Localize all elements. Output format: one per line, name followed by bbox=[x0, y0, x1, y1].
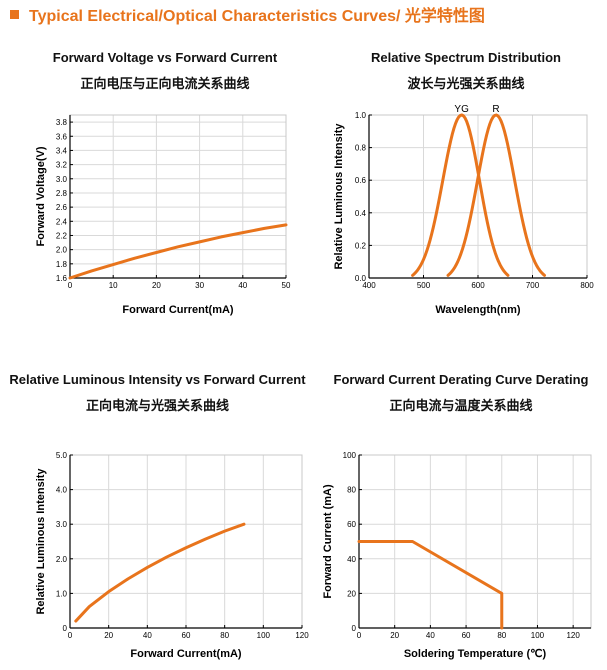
x-tick-label: 20 bbox=[152, 281, 161, 290]
x-tick-label: 700 bbox=[526, 281, 540, 290]
series-line-if-max bbox=[357, 540, 504, 630]
y-tick-label: 0.6 bbox=[355, 176, 367, 185]
y-tick-label: 0 bbox=[63, 624, 68, 633]
y-tick-label: 0.2 bbox=[355, 241, 367, 250]
y-axis-label: Relative Luminous Intensity bbox=[35, 468, 47, 615]
x-tick-label: 100 bbox=[257, 631, 271, 640]
y-tick-label: 100 bbox=[343, 451, 357, 460]
chart-plot: 0 10 20 30 40 50 1.6 1.8 2.0 2.2 2.4 2.6 2.8 3.0 3.2 3.… bbox=[35, 114, 291, 316]
section-title: Typical Electrical/Optical Characteristi… bbox=[29, 8, 485, 25]
y-tick-label: 4.0 bbox=[56, 486, 68, 495]
x-axis-label: Forward Current(mA) bbox=[130, 648, 242, 660]
x-tick-label: 100 bbox=[531, 631, 545, 640]
y-tick-label: 1.6 bbox=[56, 274, 68, 283]
y-tick-label: 2.8 bbox=[56, 189, 68, 198]
y-tick-label: 3.8 bbox=[56, 118, 68, 127]
y-tick-label: 2.2 bbox=[56, 231, 68, 240]
chart-title: Relative Luminous Intensity vs Forward C… bbox=[9, 372, 306, 387]
chart-title: Forward Voltage vs Forward Current bbox=[52, 50, 278, 65]
y-tick-label: 40 bbox=[347, 555, 356, 564]
y-tick-label: 1.0 bbox=[355, 111, 367, 120]
y-axis-label: Forward Voltage(V) bbox=[35, 146, 47, 246]
plot-frame bbox=[69, 114, 287, 279]
y-tick-label: 80 bbox=[347, 486, 356, 495]
y-tick-label: 2.0 bbox=[56, 555, 68, 564]
chart-plot: 0 20 40 60 80 100 120 0 1.0 2.0 3.0 4.0 5.0 Forward C… bbox=[35, 451, 309, 660]
peak-annotation: YG bbox=[454, 104, 469, 115]
x-tick-label: 0 bbox=[357, 631, 362, 640]
chart-subtitle: 正向电流与光强关系曲线 bbox=[85, 398, 229, 413]
x-tick-label: 30 bbox=[195, 281, 204, 290]
y-tick-label: 2.6 bbox=[56, 203, 68, 212]
x-tick-label: 60 bbox=[462, 631, 471, 640]
chart-title: Relative Spectrum Distribution bbox=[371, 50, 561, 65]
chart-plot: 400 500 600 700 800 0.0 0.2 0.4 0.6 0.8 1.0 Wavelen… bbox=[333, 104, 594, 316]
x-tick-label: 80 bbox=[220, 631, 229, 640]
x-tick-label: 50 bbox=[282, 281, 291, 290]
x-axis-label: Soldering Temperature (℃) bbox=[404, 648, 547, 660]
y-axis-label: Forward Current (mA) bbox=[322, 484, 334, 599]
x-tick-label: 80 bbox=[497, 631, 506, 640]
chart-subtitle: 波长与光强关系曲线 bbox=[407, 76, 525, 91]
chart-subtitle: 正向电流与温度关系曲线 bbox=[389, 398, 533, 413]
y-tick-label: 3.4 bbox=[56, 146, 68, 155]
series-line-r bbox=[446, 113, 546, 277]
x-tick-label: 400 bbox=[362, 281, 376, 290]
x-tick-label: 500 bbox=[417, 281, 431, 290]
x-tick-label: 600 bbox=[471, 281, 485, 290]
y-tick-label: 20 bbox=[347, 589, 356, 598]
y-tick-label: 5.0 bbox=[56, 451, 68, 460]
x-tick-label: 800 bbox=[580, 281, 594, 290]
x-tick-label: 40 bbox=[143, 631, 152, 640]
x-tick-label: 120 bbox=[295, 631, 309, 640]
chart-luminous-intensity: Relative Luminous Intensity vs Forward C… bbox=[0, 362, 315, 670]
x-tick-label: 20 bbox=[104, 631, 113, 640]
y-tick-label: 3.2 bbox=[56, 161, 68, 170]
x-tick-label: 0 bbox=[68, 281, 73, 290]
y-tick-label: 0.4 bbox=[355, 209, 367, 218]
x-tick-label: 0 bbox=[68, 631, 73, 640]
chart-spectrum: Relative Spectrum Distribution 波长与光强关系曲线… bbox=[325, 40, 607, 340]
chart-derating: Forward Current Derating Curve Derating … bbox=[315, 362, 607, 670]
y-tick-label: 2.4 bbox=[56, 217, 68, 226]
section-header: Typical Electrical/Optical Characteristi… bbox=[10, 3, 485, 25]
y-tick-label: 60 bbox=[347, 520, 356, 529]
y-tick-label: 1.8 bbox=[56, 260, 68, 269]
y-tick-label: 0.8 bbox=[355, 144, 367, 153]
x-tick-label: 40 bbox=[238, 281, 247, 290]
y-tick-label: 3.0 bbox=[56, 175, 68, 184]
y-tick-label: 0.0 bbox=[355, 274, 367, 283]
x-tick-label: 20 bbox=[390, 631, 399, 640]
x-axis-label: Wavelength(nm) bbox=[435, 304, 520, 316]
bullet-square-icon bbox=[10, 9, 19, 19]
chart-title: Forward Current Derating Curve Derating bbox=[333, 372, 589, 387]
chart-subtitle: 正向电压与正向电流关系曲线 bbox=[80, 76, 250, 91]
x-axis-label: Forward Current(mA) bbox=[122, 304, 234, 316]
y-axis-label: Relative Luminous Intensity bbox=[333, 123, 345, 270]
chart-forward-voltage: Forward Voltage vs Forward Current 正向电压与… bbox=[0, 40, 330, 340]
peak-annotation: R bbox=[492, 104, 499, 115]
series-line-yg bbox=[411, 113, 510, 277]
y-tick-label: 3.6 bbox=[56, 132, 68, 141]
y-tick-label: 1.0 bbox=[56, 589, 68, 598]
x-tick-label: 10 bbox=[109, 281, 118, 290]
y-tick-label: 2.0 bbox=[56, 246, 68, 255]
series-line-vf bbox=[68, 223, 288, 280]
x-tick-label: 40 bbox=[426, 631, 435, 640]
series-line-iv bbox=[74, 522, 246, 623]
chart-plot: 0 20 40 60 80 100 120 0 20 40 60 80 100 Soldering Tem… bbox=[322, 451, 592, 660]
x-tick-label: 120 bbox=[566, 631, 580, 640]
y-tick-label: 3.0 bbox=[56, 520, 68, 529]
y-tick-label: 0 bbox=[352, 624, 357, 633]
x-tick-label: 60 bbox=[182, 631, 191, 640]
